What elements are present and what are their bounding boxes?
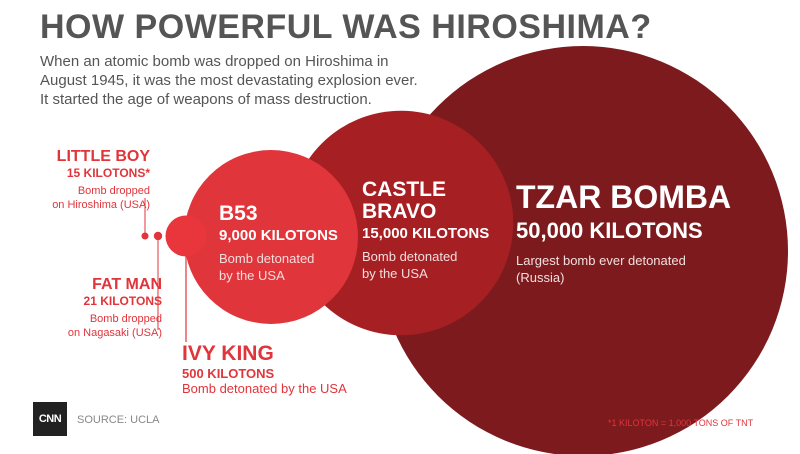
description-line: Bomb detonated [362,249,458,264]
bomb-yield: 500 KILOTONS [182,366,275,381]
bubble-fat-man [153,231,163,241]
page-title: HOW POWERFUL WAS HIROSHIMA? [40,8,652,46]
bomb-yield: 21 KILOTONS [83,294,162,308]
bomb-yield: 15,000 KILOTONS [362,225,490,242]
intro-line: When an atomic bomb was dropped on Hiros… [40,53,389,70]
source-credit: SOURCE: UCLA [77,414,160,426]
description-line: on Nagasaki (USA) [67,327,162,339]
description-line: (Russia) [516,270,565,285]
label-ivy-king: IVY KING 500 KILOTONS Bomb detonated by … [182,342,347,396]
label-tzar-bomba: TZAR BOMBA 50,000 KILOTONS Largest bomb … [516,180,731,286]
description-line: Bomb detonated [219,251,315,266]
bomb-name: FAT MAN [92,276,162,293]
description-line: Bomb dropped [89,313,162,325]
bomb-yield: 9,000 KILOTONS [219,227,338,244]
bomb-description: Bomb detonated by the USA [362,248,489,282]
bomb-name: TZAR BOMBA [516,179,732,215]
label-little-boy: LITTLE BOY 15 KILOTONS* Bomb dropped on … [0,148,150,212]
description-line: Bomb dropped [77,185,150,197]
bomb-yield: 50,000 KILOTONS [516,218,703,243]
description-line: by the USA [362,266,428,281]
bomb-name: B53 [219,202,258,225]
label-castle-bravo: CASTLE BRAVO 15,000 KILOTONS Bomb detona… [362,179,489,282]
bomb-name: LITTLE BOY [56,148,150,165]
description-line: by the USA [219,268,285,283]
bomb-description: Bomb detonated by the USA [219,250,338,284]
bomb-description: Bomb dropped on Hiroshima (USA) [0,184,150,212]
intro-line: It started the age of weapons of mass de… [40,91,372,108]
intro-text: When an atomic bomb was dropped on Hiros… [40,52,480,109]
bomb-description: Bomb dropped on Nagasaki (USA) [0,312,162,340]
bomb-description: Bomb detonated by the USA [182,381,347,396]
bomb-name-line: BRAVO [362,200,437,223]
intro-line: August 1945, it was the most devastating… [40,72,418,89]
bomb-name: IVY KING [182,342,274,365]
label-fat-man: FAT MAN 21 KILOTONS Bomb dropped on Naga… [0,276,162,340]
description-line: on Hiroshima (USA) [52,199,150,211]
bubble-ivy-king [165,215,207,257]
bubble-b53 [184,150,358,324]
bomb-description: Largest bomb ever detonated (Russia) [516,252,731,286]
description-line: Largest bomb ever detonated [516,253,686,268]
bomb-name-line: CASTLE [362,178,446,201]
label-b53: B53 9,000 KILOTONS Bomb detonated by the… [219,203,338,284]
bomb-yield: 15 KILOTONS* [66,166,150,180]
footnote: *1 KILOTON = 1,000 TONS OF TNT [608,418,754,428]
cnn-logo: CNN [33,402,67,436]
bubble-little-boy [141,232,149,240]
